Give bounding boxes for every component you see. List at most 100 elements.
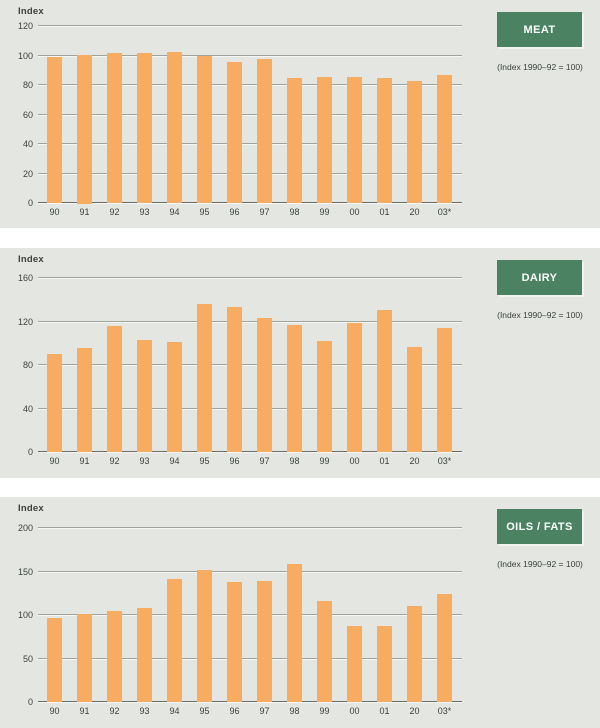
bar-96 — [227, 582, 242, 702]
x-tick-label: 99 — [319, 706, 330, 716]
bar-92 — [107, 611, 122, 702]
bar-98 — [287, 78, 302, 203]
x-tick-label: 98 — [289, 207, 300, 217]
gridline — [38, 84, 462, 85]
x-tick-label: 98 — [289, 456, 300, 466]
y-tick-label: 0 — [27, 697, 33, 707]
gridline — [38, 321, 462, 322]
x-tick-label: 03* — [437, 706, 452, 716]
x-tick-label: 00 — [349, 706, 360, 716]
dairy-bar-chart: 0 40 80 120 160 90 91 92 93 94 95 96 97 98 99 00 01 20 03* — [0, 248, 600, 478]
x-tick-label: 90 — [49, 207, 60, 217]
bar-96 — [227, 62, 242, 203]
bar-94 — [167, 342, 182, 452]
y-tick-label: 100 — [17, 51, 33, 61]
bar-95 — [197, 304, 212, 452]
y-tick-label: 150 — [17, 567, 33, 577]
bar-03 — [437, 328, 452, 452]
x-tick-label: 91 — [79, 706, 90, 716]
bar-99 — [317, 77, 332, 203]
x-tick-label: 93 — [139, 456, 150, 466]
x-tick-label: 20 — [409, 706, 420, 716]
x-tick-label: 94 — [169, 207, 180, 217]
bar-03 — [437, 75, 452, 203]
x-tick-label: 20 — [409, 456, 420, 466]
x-tick-label: 95 — [199, 207, 210, 217]
y-tick-label: 40 — [22, 404, 33, 414]
x-tick-label: 03* — [437, 456, 452, 466]
meat-bar-chart: 0 20 40 60 80 100 120 90 91 92 93 94 95 96 97 98 99 00 01 2… — [0, 0, 600, 228]
y-tick-label: 100 — [17, 610, 33, 620]
bar-90 — [47, 618, 62, 702]
bar-99 — [317, 341, 332, 452]
y-tick-label: 0 — [27, 198, 33, 208]
gridline — [38, 173, 462, 174]
x-tick-label: 96 — [229, 706, 240, 716]
bar-20 — [407, 347, 422, 452]
gridline — [38, 55, 462, 56]
y-axis-title: Index — [18, 503, 44, 514]
bar-01 — [377, 626, 392, 702]
y-tick-label: 40 — [22, 139, 33, 149]
x-tick-label: 00 — [349, 207, 360, 217]
x-tick-label: 92 — [109, 706, 120, 716]
x-tick-label: 97 — [259, 207, 270, 217]
gridline — [38, 408, 462, 409]
y-tick-label: 80 — [22, 360, 33, 370]
x-axis-baseline — [38, 202, 462, 203]
bar-96 — [227, 307, 242, 452]
bar-03 — [437, 594, 452, 702]
y-tick-label: 160 — [17, 273, 33, 283]
y-tick-label: 50 — [22, 654, 33, 664]
bar-92 — [107, 53, 122, 203]
x-tick-label: 01 — [379, 207, 390, 217]
bar-91 — [77, 348, 92, 452]
oils-fats-bar-chart: 0 50 100 150 200 90 91 92 93 94 95 96 97 98 99 00 01 20 03… — [0, 497, 600, 728]
x-tick-label: 92 — [109, 456, 120, 466]
bar-94 — [167, 579, 182, 702]
x-tick-label: 01 — [379, 706, 390, 716]
gridline — [38, 25, 462, 26]
x-tick-label: 92 — [109, 207, 120, 217]
chart-panel-oils-fats: Index 0 50 100 150 200 90 91 92 93 94 95 96 97 98 99 00… — [0, 497, 600, 728]
x-tick-label: 93 — [139, 706, 150, 716]
gridline — [38, 364, 462, 365]
y-tick-label: 0 — [27, 447, 33, 457]
bar-00 — [347, 323, 362, 452]
x-tick-label: 20 — [409, 207, 420, 217]
badge-label: DAIRY — [521, 271, 558, 284]
x-tick-label: 94 — [169, 706, 180, 716]
bar-97 — [257, 581, 272, 702]
gridline — [38, 143, 462, 144]
index-base-caption: (Index 1990–92 = 100) — [497, 310, 583, 320]
gridline — [38, 277, 462, 278]
x-tick-label: 90 — [49, 456, 60, 466]
x-tick-label: 00 — [349, 456, 360, 466]
bar-01 — [377, 78, 392, 203]
bar-93 — [137, 340, 152, 452]
x-tick-label: 90 — [49, 706, 60, 716]
badge-label: MEAT — [523, 23, 556, 36]
badge-label: OILS / FATS — [506, 520, 573, 533]
x-tick-label: 94 — [169, 456, 180, 466]
y-tick-label: 200 — [17, 523, 33, 533]
bar-91 — [77, 614, 92, 702]
x-axis-baseline — [38, 451, 462, 452]
bar-93 — [137, 608, 152, 702]
gridline — [38, 114, 462, 115]
index-base-caption: (Index 1990–92 = 100) — [497, 559, 583, 569]
dairy-badge: DAIRY — [497, 260, 582, 295]
x-tick-label: 95 — [199, 706, 210, 716]
bar-20 — [407, 81, 422, 203]
gridline — [38, 658, 462, 659]
chart-panel-meat: Index 0 20 40 60 80 100 120 90 91 92 93 94 95 96 97 98 9… — [0, 0, 600, 228]
chart-panel-dairy: Index 0 40 80 120 160 90 91 92 93 94 95 96 97 98 99 00 0… — [0, 248, 600, 478]
bar-90 — [47, 57, 62, 203]
x-tick-label: 99 — [319, 456, 330, 466]
bar-01 — [377, 310, 392, 452]
x-axis-baseline — [38, 701, 462, 702]
bar-94 — [167, 52, 182, 203]
x-tick-label: 99 — [319, 207, 330, 217]
bar-99 — [317, 601, 332, 702]
x-tick-label: 96 — [229, 207, 240, 217]
